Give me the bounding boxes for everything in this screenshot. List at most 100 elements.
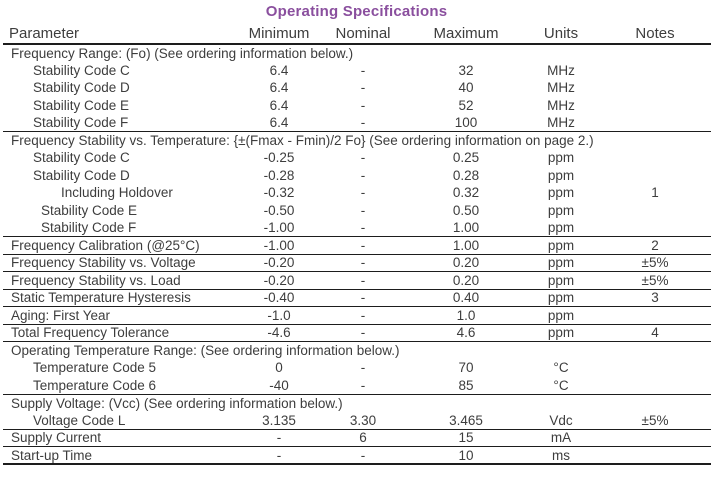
notes-cell: 3 [599,289,711,307]
column-header-nominal: Nominal [317,23,409,45]
notes-cell: 4 [599,324,711,342]
maximum-cell: 100 [409,114,523,132]
minimum-cell: -0.28 [263,167,295,183]
maximum-cell: 85 [409,376,523,395]
units-cell: ms [523,446,599,465]
nominal-cell: - [360,62,366,78]
maximum-cell: 52 [458,97,474,113]
operating-specifications-table: Parameter Minimum Nominal Maximum Units … [3,23,711,465]
units-cell: mA [523,429,599,447]
nominal-cell: - [317,376,409,395]
parameter-cell: Total Frequency Tolerance [3,324,241,342]
maximum-cell: 10 [409,446,523,465]
units-cell: MHz [547,97,575,113]
parameter-cell: Supply Current [3,429,241,447]
parameter-cell: Stability Code F [3,219,241,237]
notes-cell [599,97,711,115]
maximum-cell: 0.40 [409,289,523,307]
table-row: Stability Code C -0.25-0.25 ppm [3,149,711,167]
nominal-cell: - [317,306,409,325]
parameter-cell: Temperature Code 5 [33,360,157,376]
notes-cell [599,79,711,97]
table-row: Stability Code E -0.50-0.50 ppm [3,202,711,220]
minimum-cell: 6.4 [269,80,289,96]
minimum-cell: -1.0 [241,306,317,325]
parameter-cell: Stability Code C [33,150,130,166]
notes-cell [599,219,711,237]
table-row: Frequency Calibration (@25°C) -1.00-1.00 p… [3,236,711,255]
maximum-cell: 0.50 [452,202,480,218]
nominal-cell: - [360,80,366,96]
units-cell: ppm [523,271,599,290]
minimum-cell: -0.20 [241,254,317,272]
parameter-cell: Frequency Stability vs. Voltage [3,254,241,272]
notes-cell [599,149,711,167]
units-cell: MHz [547,80,575,96]
units-cell: °C [553,360,569,376]
minimum-cell: -0.50 [263,202,295,218]
maximum-cell: 3.465 [409,411,523,430]
units-cell: MHz [547,62,575,78]
units-cell: ppm [523,236,599,255]
minimum-cell: -0.25 [263,150,295,166]
maximum-cell: 32 [458,62,474,78]
minimum-cell: 6.4 [241,114,317,132]
nominal-cell: - [360,185,366,201]
maximum-cell: 1.00 [409,219,523,237]
section-row: Frequency Stability vs. Temperature: {±(… [3,132,711,150]
minimum-cell: 6.4 [269,62,289,78]
notes-cell [599,167,711,185]
minimum-cell: 6.4 [269,97,289,113]
parameter-cell: Voltage Code L [3,411,241,430]
notes-cell [599,446,711,465]
notes-cell [599,429,711,447]
notes-cell [599,359,711,377]
notes-cell: ±5% [599,411,711,430]
units-cell: ppm [547,167,575,183]
notes-cell [599,62,711,80]
section-label: Supply Voltage: (Vcc) (See ordering info… [11,395,343,411]
parameter-cell: Including Holdover [61,185,173,201]
parameter-cell: Frequency Calibration (@25°C) [3,236,241,255]
parameter-cell: Aging: First Year [3,306,241,325]
parameter-cell: Stability Code E [41,202,138,218]
spec-table-body: Frequency Range: (Fo) (See ordering info… [3,44,711,465]
table-row: Aging: First Year -1.0-1.0 ppm [3,306,711,325]
table-row: Stability Code D -0.28-0.28 ppm [3,167,711,185]
maximum-cell: 1.0 [409,306,523,325]
notes-cell [599,376,711,395]
column-header-units: Units [523,23,599,45]
table-row: Start-up Time - -10 ms [3,446,711,465]
nominal-cell: - [317,236,409,255]
minimum-cell: 0 [275,360,283,376]
table-row: Voltage Code L 3.135 3.30 3.465 Vdc ±5% [3,411,711,430]
units-cell: ppm [523,324,599,342]
column-header-minimum: Minimum [241,23,317,45]
units-cell: ppm [523,254,599,272]
table-row: Total Frequency Tolerance -4.6-4.6 ppm 4 [3,324,711,342]
notes-cell: 2 [599,236,711,255]
minimum-cell: -1.00 [241,236,317,255]
notes-cell: ±5% [599,254,711,272]
nominal-cell: - [360,360,366,376]
minimum-cell: - [241,429,317,447]
minimum-cell: 3.135 [241,411,317,430]
nominal-cell: - [317,114,409,132]
nominal-cell: - [360,202,366,218]
units-cell: Vdc [523,411,599,430]
maximum-cell: 0.20 [409,254,523,272]
notes-cell: 1 [651,185,659,201]
table-row: Supply Current -6 15 mA [3,429,711,447]
units-cell: MHz [523,114,599,132]
maximum-cell: 40 [458,80,474,96]
parameter-cell: Stability Code E [33,97,130,113]
parameter-cell: Stability Code C [33,62,130,78]
parameter-cell: Stability Code D [33,80,130,96]
section-row: Frequency Range: (Fo) (See ordering info… [3,44,711,62]
column-header-maximum: Maximum [409,23,523,45]
section-row: Operating Temperature Range: (See orderi… [3,342,711,360]
maximum-cell: 0.28 [452,167,480,183]
minimum-cell: -0.32 [263,185,295,201]
parameter-cell: Frequency Stability vs. Load [3,271,241,290]
